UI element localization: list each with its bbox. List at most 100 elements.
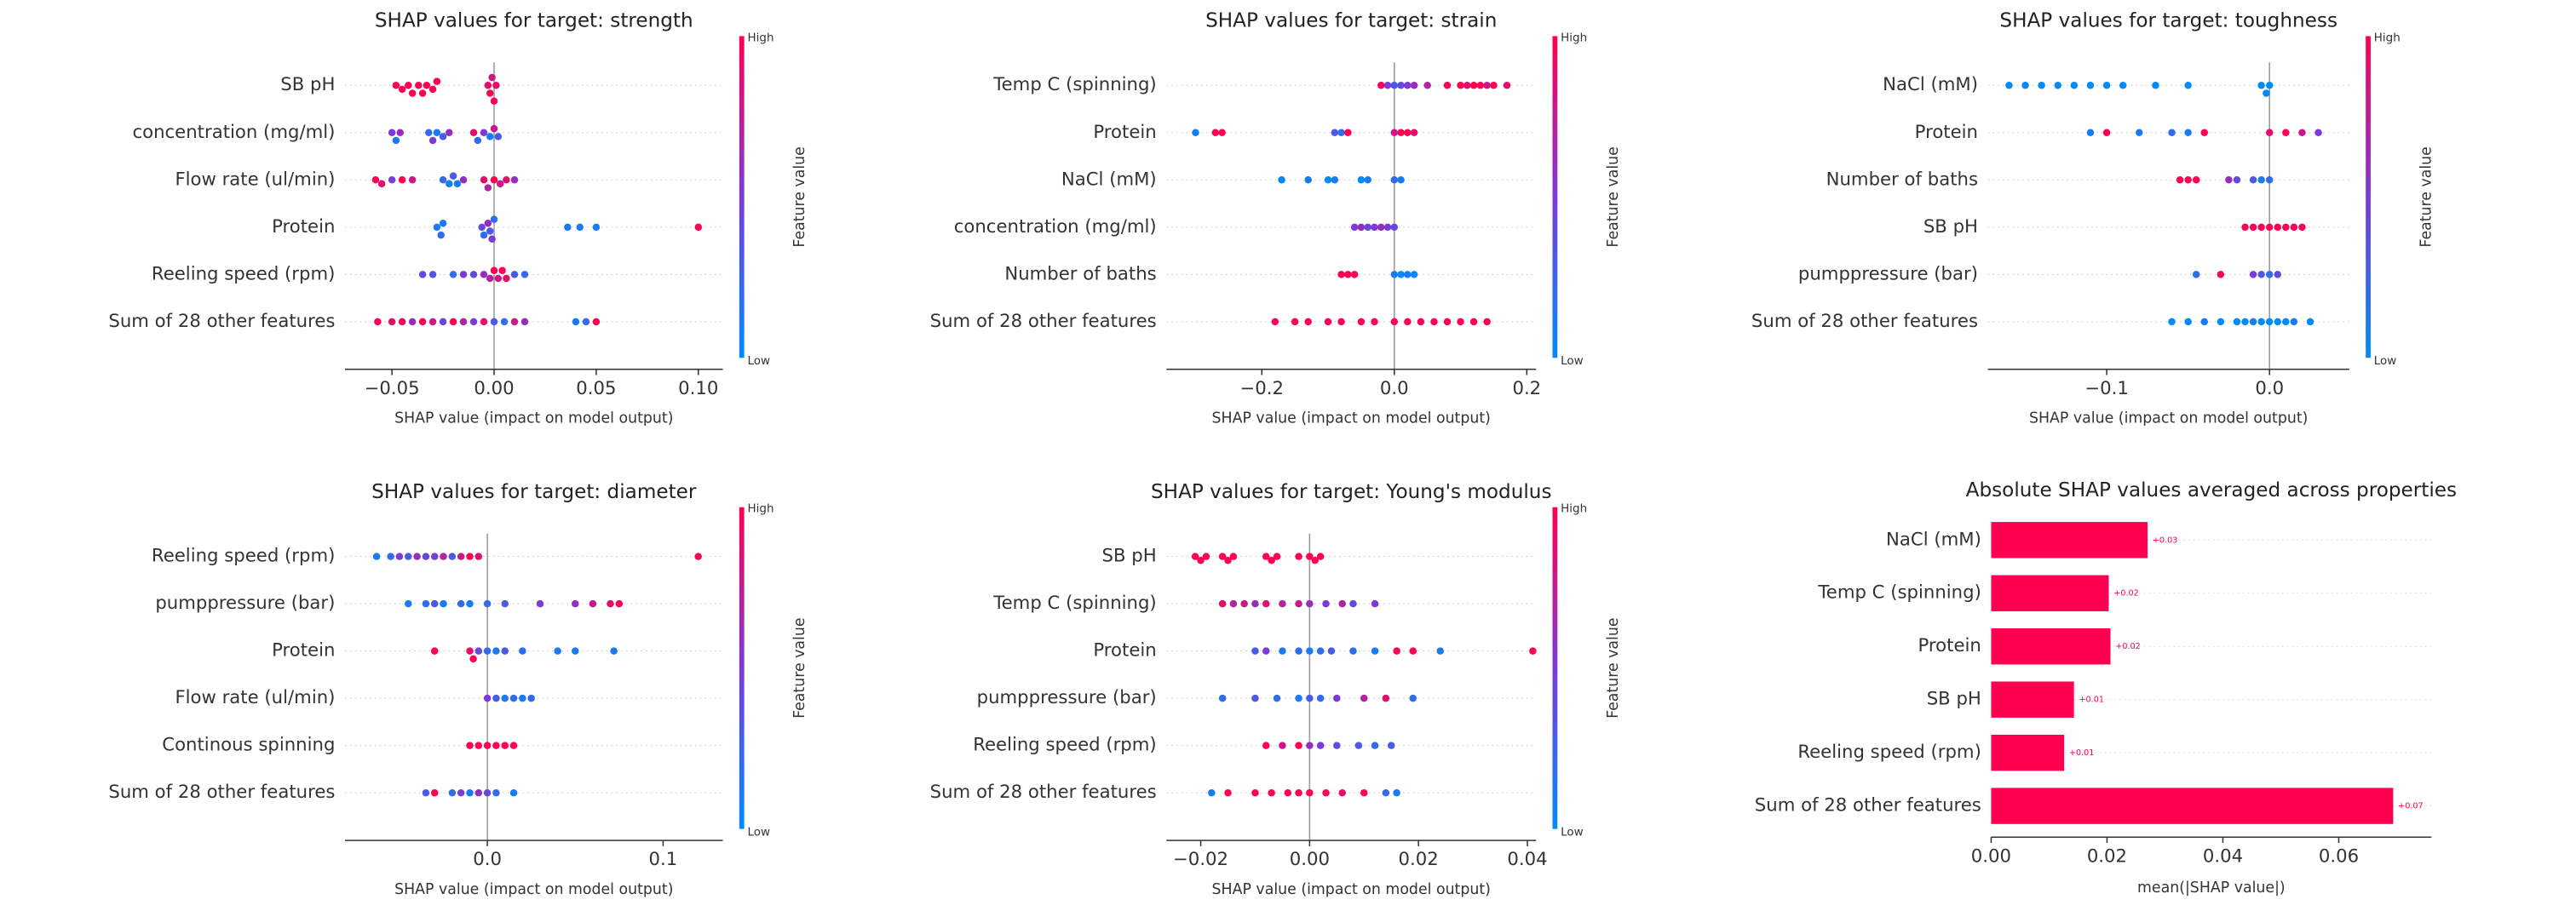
- shap-point: [449, 318, 457, 326]
- shap-point: [459, 176, 468, 184]
- y-label: Sum of 28 other features: [108, 782, 335, 803]
- shap-point: [2265, 176, 2274, 184]
- shap-point: [1344, 129, 1352, 137]
- shap-point: [423, 82, 431, 89]
- shap-point: [392, 136, 400, 145]
- shap-point: [2249, 176, 2257, 184]
- colorbar: [1552, 507, 1558, 829]
- shap-point: [1311, 556, 1319, 564]
- shap-point: [1191, 553, 1199, 560]
- shap-point: [1463, 82, 1471, 89]
- y-label: SB pH: [1102, 546, 1157, 567]
- x-tick-label: 0.00: [1971, 845, 2011, 867]
- x-axis-label: SHAP value (impact on model output): [1212, 410, 1491, 427]
- shap-point: [2282, 318, 2290, 326]
- y-label: Reeling speed (rpm): [1797, 742, 1981, 763]
- shap-point: [500, 318, 509, 326]
- bar: [1991, 575, 2109, 611]
- colorbar-low: Low: [2374, 354, 2397, 368]
- x-tick-label: 0.00: [474, 378, 514, 399]
- shap-point: [415, 82, 423, 89]
- value-label: +0.01: [2079, 696, 2104, 705]
- shap-point: [2257, 82, 2265, 89]
- value-label: +0.03: [2153, 536, 2178, 545]
- shap-point: [615, 599, 624, 608]
- shap-point: [2265, 129, 2274, 137]
- shap-point: [2290, 318, 2298, 326]
- shap-point: [1364, 223, 1371, 232]
- shap-point: [1404, 82, 1412, 89]
- shap-point: [492, 742, 500, 749]
- shap-point: [1337, 318, 1345, 326]
- shap-point: [388, 129, 396, 137]
- shap-point: [2102, 82, 2111, 89]
- shap-point: [519, 694, 526, 702]
- shap-point: [498, 266, 506, 274]
- shap-point: [1295, 553, 1302, 560]
- shap-point: [439, 133, 447, 140]
- shap-point: [564, 223, 572, 232]
- y-label: Protein: [1093, 122, 1156, 143]
- x-tick-label: −0.2: [1240, 378, 1285, 399]
- shap-point: [408, 89, 417, 97]
- shap-point: [488, 73, 496, 82]
- panel-title: SHAP values for target: Young's modulus: [1151, 481, 1552, 503]
- shap-point: [2054, 82, 2061, 89]
- y-label: Protein: [272, 640, 335, 662]
- shap-point: [1333, 742, 1341, 749]
- shap-point: [1364, 176, 1371, 184]
- shap-point: [589, 599, 597, 608]
- shap-point: [1354, 742, 1363, 749]
- shap-point: [446, 180, 453, 188]
- shap-point: [448, 788, 457, 797]
- shap-point: [1360, 788, 1368, 797]
- shap-point: [1357, 318, 1366, 326]
- shap-point: [1324, 176, 1332, 184]
- shap-point: [492, 82, 500, 89]
- shap-point: [1224, 788, 1232, 797]
- shap-point: [1278, 176, 1285, 184]
- shap-point: [2282, 223, 2290, 232]
- y-label: Temp C (spinning): [992, 593, 1156, 614]
- shap-point: [536, 599, 544, 608]
- y-label: Sum of 28 other features: [108, 311, 335, 332]
- y-label: Flow rate (ul/min): [175, 687, 335, 708]
- shap-point: [2257, 176, 2265, 184]
- shap-point: [2257, 318, 2265, 326]
- shap-point: [509, 694, 518, 702]
- shap-point: [490, 215, 498, 223]
- y-label: Protein: [272, 216, 335, 238]
- colorbar-low: Low: [1561, 825, 1584, 839]
- x-tick-label: 0.0: [473, 849, 502, 870]
- shap-point: [1295, 647, 1302, 655]
- x-axis-label: SHAP value (impact on model output): [394, 410, 673, 427]
- shap-point: [425, 129, 433, 137]
- shap-point: [1322, 599, 1330, 608]
- shap-point: [510, 318, 519, 326]
- shap-point: [503, 176, 510, 184]
- colorbar-high: High: [748, 31, 774, 44]
- shap-point: [1377, 223, 1385, 232]
- shap-point: [1397, 176, 1405, 184]
- x-tick-label: 0.04: [1507, 849, 1547, 870]
- bar: [1991, 628, 2111, 665]
- shap-point: [592, 223, 601, 232]
- shap-point: [1304, 318, 1312, 326]
- shap-point: [480, 271, 488, 278]
- shap-point: [490, 318, 498, 326]
- shap-point: [428, 318, 437, 326]
- x-tick-label: −0.1: [2084, 378, 2129, 399]
- shap-point: [413, 553, 421, 560]
- y-label: Reeling speed (rpm): [152, 263, 336, 284]
- y-label: Sum of 28 other features: [1755, 795, 1981, 816]
- shap-point: [2298, 223, 2306, 232]
- shap-point: [1316, 553, 1325, 560]
- shap-point: [1371, 599, 1379, 608]
- shap-point: [483, 647, 492, 655]
- shap-point: [1409, 694, 1417, 702]
- shap-point: [1337, 271, 1345, 278]
- shap-point: [2200, 318, 2209, 326]
- shap-point: [1390, 129, 1399, 137]
- shap-point: [2249, 271, 2257, 278]
- shap-point: [433, 223, 441, 232]
